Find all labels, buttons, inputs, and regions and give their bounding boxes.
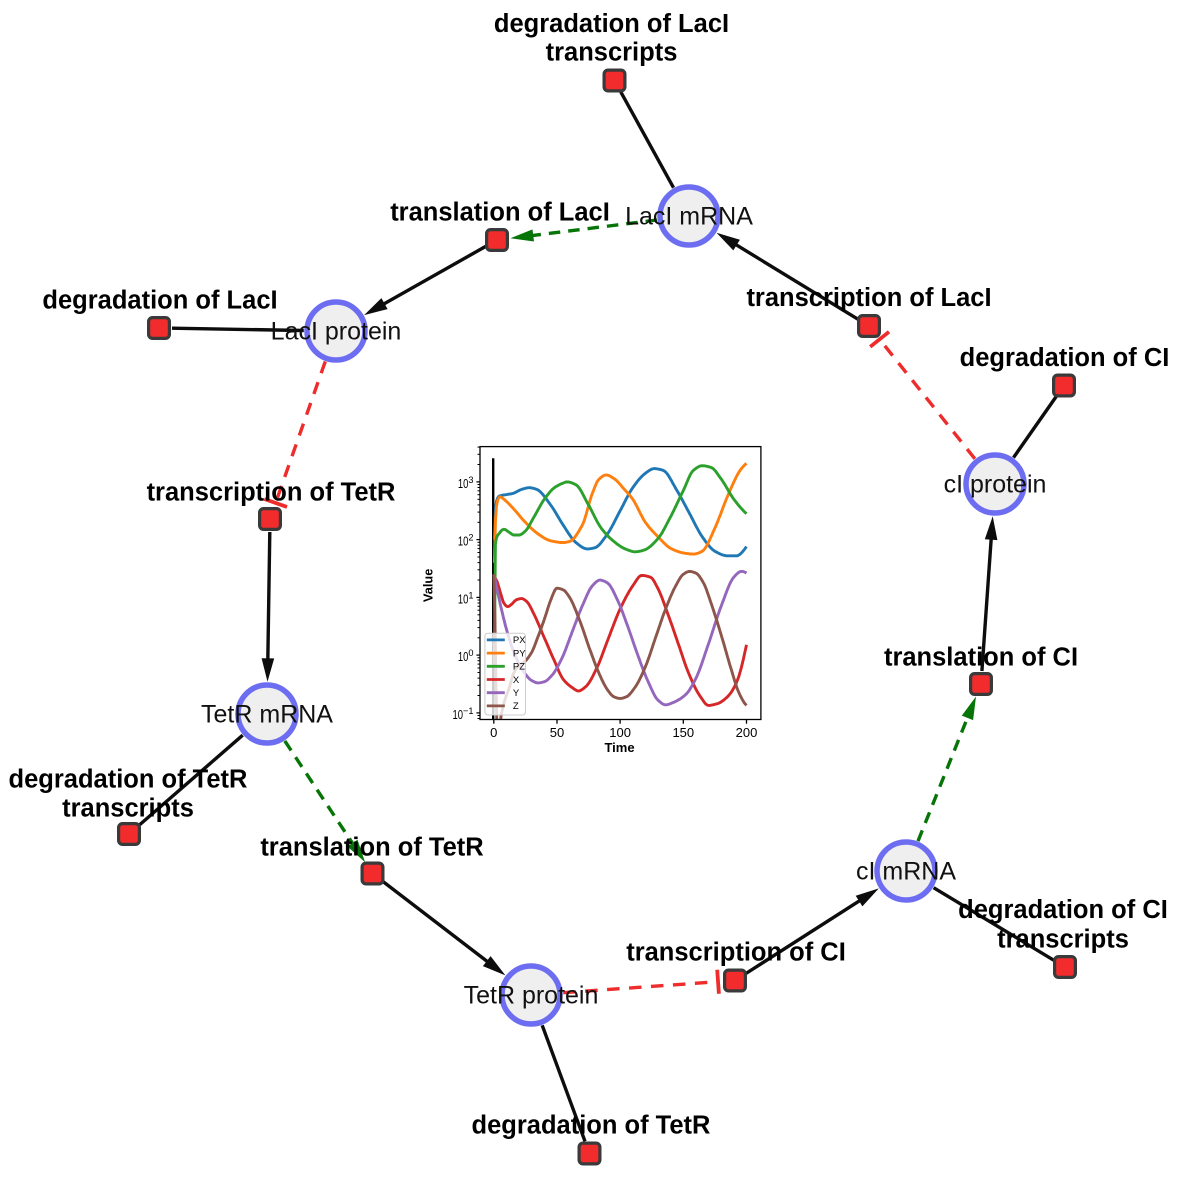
- svg-text:X: X: [513, 675, 520, 686]
- svg-text:Time: Time: [604, 740, 634, 755]
- svg-text:150: 150: [672, 725, 694, 740]
- svg-text:200: 200: [736, 725, 758, 740]
- svg-text:50: 50: [550, 725, 564, 740]
- svg-text:Value: Value: [420, 569, 435, 602]
- svg-text:transcription of CI: transcription of CI: [626, 939, 846, 967]
- svg-text:translation of LacI: translation of LacI: [390, 199, 610, 227]
- svg-text:cI protein: cI protein: [944, 471, 1047, 499]
- svg-text:degradation of TetR: degradation of TetR: [472, 1112, 711, 1140]
- svg-text:Z: Z: [513, 701, 519, 712]
- svg-text:PX: PX: [513, 635, 526, 646]
- svg-text:transcription of LacI: transcription of LacI: [746, 284, 991, 312]
- svg-text:LacI protein: LacI protein: [271, 318, 402, 346]
- svg-text:103: 103: [458, 475, 474, 491]
- svg-text:TetR protein: TetR protein: [464, 982, 599, 1010]
- svg-text:cI mRNA: cI mRNA: [856, 858, 956, 886]
- svg-text:102: 102: [458, 533, 474, 549]
- svg-text:TetR mRNA: TetR mRNA: [201, 701, 333, 729]
- svg-text:100: 100: [609, 725, 631, 740]
- svg-text:transcripts: transcripts: [546, 39, 678, 67]
- svg-text:translation of TetR: translation of TetR: [260, 834, 483, 862]
- svg-text:100: 100: [458, 648, 474, 664]
- svg-text:degradation of TetR: degradation of TetR: [9, 766, 248, 794]
- svg-text:101: 101: [458, 590, 474, 606]
- svg-text:transcription of TetR: transcription of TetR: [147, 479, 396, 507]
- svg-text:0: 0: [490, 725, 497, 740]
- svg-text:10−1: 10−1: [453, 706, 474, 722]
- svg-text:degradation of LacI: degradation of LacI: [42, 287, 277, 315]
- svg-text:Y: Y: [513, 688, 520, 699]
- svg-text:degradation of CI: degradation of CI: [958, 896, 1168, 924]
- svg-text:transcripts: transcripts: [997, 925, 1129, 953]
- svg-text:degradation of CI: degradation of CI: [960, 344, 1170, 372]
- svg-text:transcripts: transcripts: [62, 795, 194, 823]
- svg-text:PY: PY: [513, 648, 526, 659]
- svg-text:PZ: PZ: [513, 662, 525, 673]
- svg-text:degradation of LacI: degradation of LacI: [494, 10, 729, 38]
- svg-text:LacI mRNA: LacI mRNA: [625, 203, 753, 231]
- svg-text:translation of CI: translation of CI: [884, 644, 1078, 672]
